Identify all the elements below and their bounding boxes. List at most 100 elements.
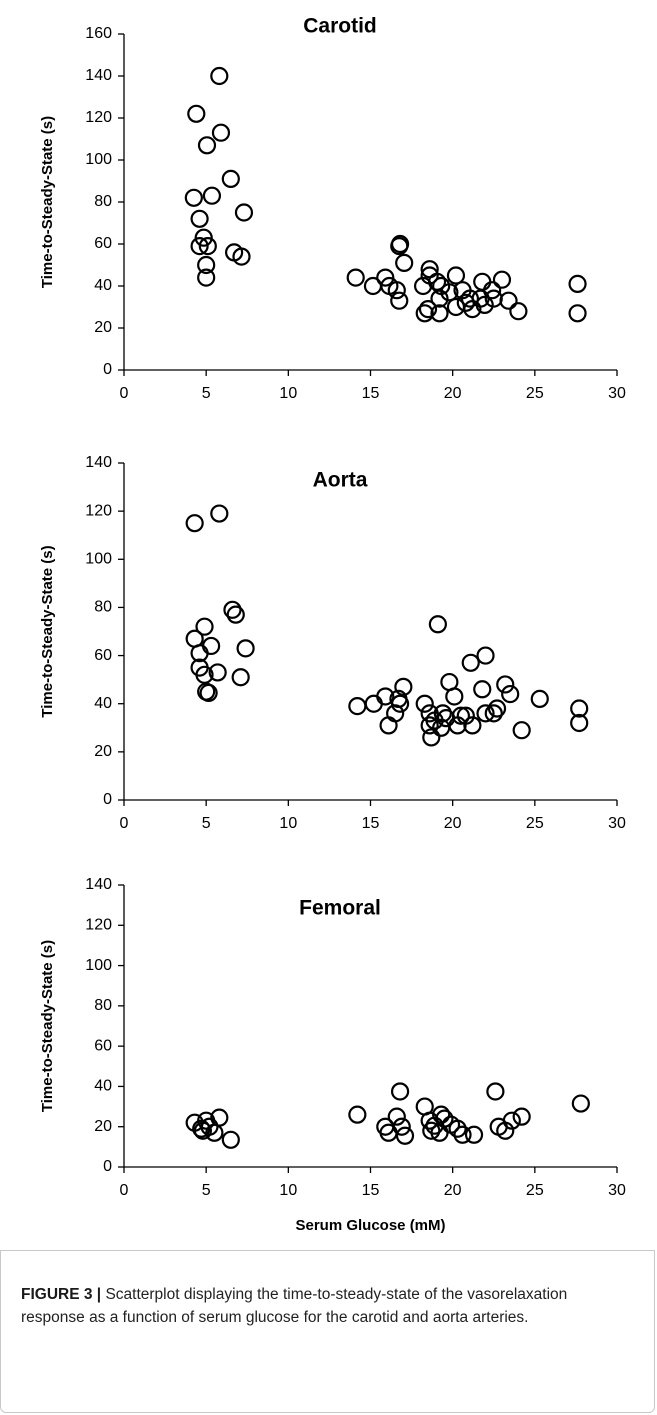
y-tick-label: 60 bbox=[94, 235, 112, 252]
point bbox=[415, 694, 434, 713]
y-axis-title: Time-to-Steady-State (s) bbox=[39, 116, 56, 288]
point bbox=[463, 716, 482, 735]
point bbox=[418, 300, 438, 319]
point bbox=[194, 228, 213, 247]
point bbox=[201, 636, 221, 656]
point bbox=[390, 694, 410, 713]
point bbox=[483, 281, 502, 300]
y-tick-label: 20 bbox=[94, 743, 112, 760]
x-tick-label: 10 bbox=[279, 815, 297, 832]
point bbox=[208, 663, 227, 682]
y-tick-label: 80 bbox=[94, 599, 112, 616]
y-tick-label: 0 bbox=[103, 361, 112, 378]
point bbox=[496, 1121, 515, 1140]
point bbox=[231, 668, 250, 687]
point bbox=[451, 706, 470, 725]
x-tick-label: 0 bbox=[120, 385, 129, 402]
point bbox=[415, 304, 434, 323]
y-tick-label: 140 bbox=[85, 67, 112, 84]
point bbox=[568, 304, 587, 323]
point bbox=[390, 1082, 410, 1101]
y-tick-label: 140 bbox=[85, 876, 112, 893]
y-tick-label: 100 bbox=[85, 551, 112, 568]
point bbox=[395, 1126, 415, 1145]
point bbox=[390, 291, 409, 310]
y-tick-label: 100 bbox=[85, 151, 112, 168]
y-tick-label: 20 bbox=[94, 1118, 112, 1135]
point bbox=[435, 1109, 454, 1128]
point bbox=[499, 291, 518, 310]
point bbox=[392, 1117, 411, 1136]
point bbox=[190, 209, 209, 228]
point bbox=[210, 66, 229, 86]
y-tick-label: 140 bbox=[85, 454, 112, 471]
y-tick-label: 0 bbox=[103, 791, 112, 808]
point bbox=[476, 646, 495, 665]
point bbox=[475, 295, 494, 314]
point bbox=[395, 253, 414, 272]
point bbox=[210, 504, 229, 523]
point bbox=[453, 1125, 472, 1144]
point bbox=[486, 1082, 505, 1101]
point bbox=[461, 653, 480, 672]
x-tick-label: 30 bbox=[608, 815, 626, 832]
x-tick-label: 15 bbox=[362, 815, 380, 832]
x-tick-label: 0 bbox=[120, 815, 129, 832]
point bbox=[184, 188, 203, 207]
y-tick-label: 40 bbox=[94, 1078, 112, 1095]
point bbox=[226, 605, 245, 624]
point bbox=[570, 699, 589, 718]
point bbox=[571, 1094, 590, 1113]
point bbox=[386, 704, 405, 723]
y-tick-label: 80 bbox=[94, 193, 112, 210]
y-tick-label: 60 bbox=[94, 647, 112, 664]
x-tick-label: 5 bbox=[202, 1182, 211, 1199]
point bbox=[422, 728, 441, 747]
y-tick-label: 60 bbox=[94, 1037, 112, 1054]
caption-label: FIGURE 3 | bbox=[21, 1286, 102, 1303]
y-tick-label: 0 bbox=[103, 1158, 112, 1175]
point bbox=[197, 268, 216, 287]
x-tick-label: 15 bbox=[362, 1182, 380, 1199]
x-tick-label: 5 bbox=[202, 385, 211, 402]
point bbox=[420, 716, 439, 735]
point bbox=[348, 697, 367, 716]
x-tick-label: 10 bbox=[279, 385, 297, 402]
x-tick-label: 25 bbox=[526, 385, 544, 402]
point bbox=[232, 247, 251, 266]
point bbox=[473, 680, 492, 699]
point bbox=[430, 304, 449, 323]
y-tick-label: 20 bbox=[94, 319, 112, 336]
point bbox=[445, 687, 464, 706]
point bbox=[430, 289, 449, 308]
point bbox=[427, 272, 447, 291]
point bbox=[221, 169, 240, 188]
point bbox=[190, 237, 209, 256]
point bbox=[195, 617, 214, 636]
y-tick-label: 100 bbox=[85, 957, 112, 974]
point bbox=[530, 689, 549, 709]
caption-text: Scatterplot displaying the time-to-stead… bbox=[21, 1286, 568, 1326]
x-tick-label: 20 bbox=[444, 1182, 462, 1199]
point bbox=[464, 1125, 484, 1144]
point bbox=[202, 186, 222, 205]
point bbox=[348, 1105, 367, 1124]
point bbox=[187, 104, 206, 123]
point bbox=[376, 687, 395, 706]
point bbox=[199, 683, 218, 702]
x-axis-title: Serum Glucose (mM) bbox=[295, 1217, 445, 1234]
point bbox=[502, 1111, 521, 1130]
point bbox=[496, 675, 515, 694]
point bbox=[448, 1119, 467, 1138]
x-tick-label: 0 bbox=[120, 1182, 129, 1199]
x-tick-label: 20 bbox=[444, 815, 462, 832]
point bbox=[512, 721, 531, 740]
x-tick-label: 25 bbox=[526, 815, 544, 832]
point bbox=[492, 270, 512, 289]
caption: FIGURE 3 | Scatterplot displaying the ti… bbox=[0, 1250, 655, 1413]
point bbox=[456, 706, 475, 725]
point bbox=[387, 281, 406, 300]
point bbox=[193, 1121, 212, 1140]
